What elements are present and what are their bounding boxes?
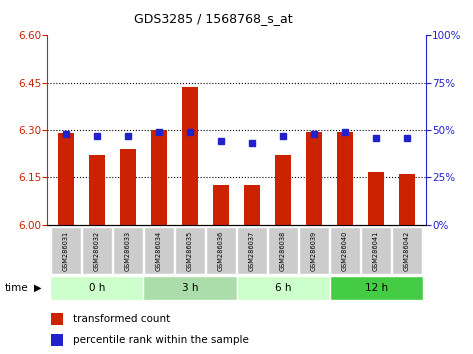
FancyBboxPatch shape xyxy=(143,276,236,299)
Text: transformed count: transformed count xyxy=(73,314,171,324)
Text: GSM286036: GSM286036 xyxy=(218,230,224,270)
Text: GSM286032: GSM286032 xyxy=(94,230,100,270)
Text: GSM286042: GSM286042 xyxy=(404,230,410,271)
Text: GSM286041: GSM286041 xyxy=(373,230,379,270)
Text: 3 h: 3 h xyxy=(182,282,198,293)
Text: GSM286038: GSM286038 xyxy=(280,230,286,270)
Bar xyxy=(213,185,229,225)
FancyBboxPatch shape xyxy=(237,227,267,274)
Text: GSM286039: GSM286039 xyxy=(311,230,317,270)
Text: GSM286033: GSM286033 xyxy=(125,230,131,270)
FancyBboxPatch shape xyxy=(175,227,205,274)
FancyBboxPatch shape xyxy=(236,276,330,299)
Text: 6 h: 6 h xyxy=(275,282,291,293)
Bar xyxy=(120,149,136,225)
FancyBboxPatch shape xyxy=(144,227,174,274)
FancyBboxPatch shape xyxy=(299,227,329,274)
Bar xyxy=(337,132,353,225)
Text: ▶: ▶ xyxy=(34,282,42,293)
Text: percentile rank within the sample: percentile rank within the sample xyxy=(73,335,249,345)
Bar xyxy=(51,334,63,346)
Bar xyxy=(89,155,105,225)
Text: GSM286037: GSM286037 xyxy=(249,230,255,270)
Text: GSM286040: GSM286040 xyxy=(342,230,348,271)
FancyBboxPatch shape xyxy=(392,227,422,274)
Text: 0 h: 0 h xyxy=(89,282,105,293)
FancyBboxPatch shape xyxy=(330,227,360,274)
Bar xyxy=(368,172,384,225)
FancyBboxPatch shape xyxy=(361,227,391,274)
FancyBboxPatch shape xyxy=(268,227,298,274)
Bar xyxy=(244,185,260,225)
FancyBboxPatch shape xyxy=(82,227,112,274)
FancyBboxPatch shape xyxy=(51,276,143,299)
Bar xyxy=(51,313,63,325)
FancyBboxPatch shape xyxy=(113,227,143,274)
Bar xyxy=(275,155,291,225)
Bar xyxy=(182,87,198,225)
Bar xyxy=(399,174,415,225)
Text: GSM286034: GSM286034 xyxy=(156,230,162,270)
Text: GSM286035: GSM286035 xyxy=(187,230,193,270)
Bar xyxy=(58,133,74,225)
Bar xyxy=(307,132,322,225)
FancyBboxPatch shape xyxy=(51,227,81,274)
Text: 12 h: 12 h xyxy=(365,282,388,293)
Text: GDS3285 / 1568768_s_at: GDS3285 / 1568768_s_at xyxy=(133,12,292,25)
Bar xyxy=(151,130,166,225)
Text: time: time xyxy=(5,282,28,293)
FancyBboxPatch shape xyxy=(206,227,236,274)
Text: GSM286031: GSM286031 xyxy=(63,230,69,270)
FancyBboxPatch shape xyxy=(330,276,422,299)
